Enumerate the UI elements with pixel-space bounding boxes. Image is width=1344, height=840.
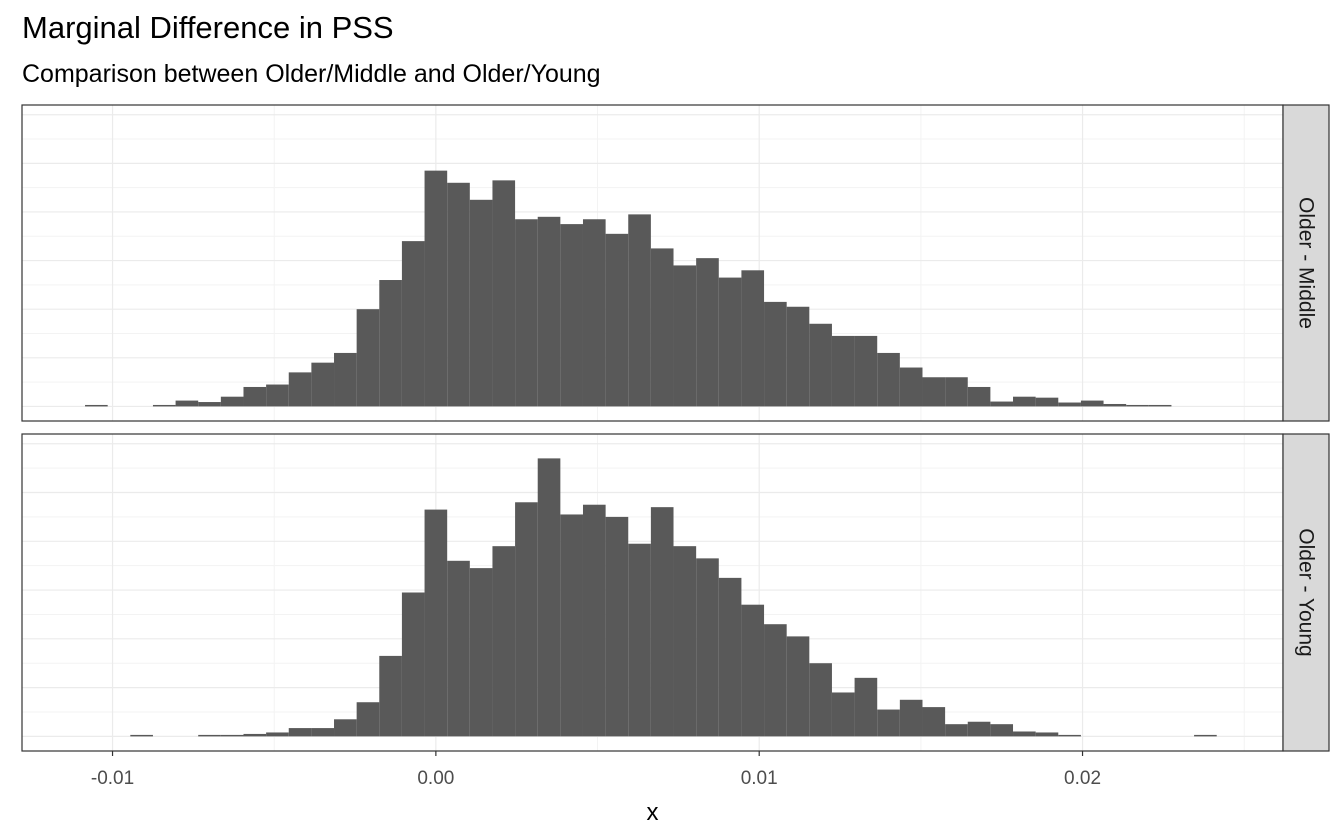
x-tick-label: -0.01 <box>91 768 134 789</box>
histogram-bar <box>334 352 357 407</box>
histogram-bar <box>379 280 402 407</box>
histogram-bar <box>356 702 380 737</box>
histogram-bar <box>967 386 991 407</box>
histogram-bar <box>401 592 425 737</box>
x-tick-label: 0.01 <box>741 768 778 789</box>
histogram-bar <box>152 404 176 407</box>
x-axis-title: x <box>647 799 659 826</box>
histogram-bar <box>605 233 629 407</box>
histogram-bar <box>582 219 606 407</box>
histogram-bar <box>447 560 470 737</box>
histogram-bar <box>243 733 267 737</box>
histogram-bar <box>764 624 787 737</box>
histogram-bar <box>379 655 402 737</box>
histogram-bar <box>334 719 357 737</box>
histogram-bar <box>560 224 583 407</box>
histogram-bar <box>1148 404 1172 407</box>
histogram-bar <box>175 400 199 407</box>
histogram-bar <box>628 543 651 737</box>
histogram-bar <box>764 301 787 407</box>
histogram-bar <box>1058 734 1081 737</box>
histogram-bar <box>854 335 878 407</box>
histogram-bar <box>515 502 538 737</box>
histogram-bar <box>1103 403 1127 407</box>
histogram-bar <box>356 309 380 407</box>
histogram-bar <box>1058 402 1081 407</box>
histogram-bar <box>447 182 470 407</box>
histogram-bar <box>85 404 108 407</box>
histogram-bar <box>1194 734 1217 737</box>
histogram-bar <box>1035 732 1059 737</box>
histogram-bar <box>266 384 289 407</box>
histogram-bar <box>945 724 968 737</box>
histogram-bar <box>1080 400 1104 407</box>
histogram-bar <box>990 724 1014 737</box>
histogram-bar <box>1013 396 1036 407</box>
histogram-bar <box>899 367 923 407</box>
histogram-bar <box>922 707 946 737</box>
histogram-bar <box>967 721 991 737</box>
histogram-bar <box>854 677 878 737</box>
facet-strip <box>1282 104 1330 422</box>
histogram-bar <box>831 335 855 407</box>
histogram-bar <box>696 258 719 407</box>
histogram-bar <box>922 377 946 407</box>
histogram-bar <box>537 458 561 737</box>
histogram-bar <box>877 352 900 407</box>
histogram-bar <box>492 546 516 737</box>
histogram-bar <box>424 170 448 407</box>
histogram-bar <box>198 402 221 407</box>
histogram-bar <box>560 514 583 737</box>
histogram-bar <box>288 728 312 737</box>
histogram-bar <box>469 199 493 407</box>
facet-strip <box>1282 433 1330 752</box>
histogram-bar <box>130 734 153 737</box>
histogram-bar <box>220 734 244 737</box>
histogram-bar <box>718 577 742 737</box>
facet-label: Older - Young <box>1295 528 1318 656</box>
histogram-bar <box>741 270 765 407</box>
chart-subtitle: Comparison between Older/Middle and Olde… <box>22 60 601 88</box>
histogram-bar <box>650 507 674 737</box>
histogram-bar <box>220 396 244 407</box>
histogram-bar <box>243 386 267 407</box>
histogram-bar <box>311 728 335 737</box>
histogram-bar <box>1035 397 1059 407</box>
histogram-bar <box>401 241 425 407</box>
histogram-bar <box>605 516 629 737</box>
facet-label: Older - Middle <box>1295 197 1318 329</box>
histogram-bar <box>469 568 493 737</box>
histogram-bar <box>990 401 1014 407</box>
x-tick-label: 0.00 <box>417 768 454 789</box>
histogram-bar <box>673 265 697 407</box>
histogram-bar <box>945 377 968 407</box>
histogram-bar <box>831 692 855 737</box>
histogram-bar <box>809 323 832 407</box>
histogram-bar <box>515 219 538 407</box>
histogram-bar <box>877 709 900 737</box>
x-tick-label: 0.02 <box>1064 768 1101 789</box>
histogram-bar <box>266 732 289 737</box>
histogram-bar <box>628 214 651 407</box>
histogram-bar <box>650 248 674 407</box>
histogram-bar <box>1013 731 1036 737</box>
histogram-bar <box>673 546 697 737</box>
histogram-bar <box>1126 404 1149 407</box>
histogram-bar <box>424 509 448 737</box>
histogram-bar <box>492 180 516 407</box>
chart-title: Marginal Difference in PSS <box>22 10 394 45</box>
histogram-bar <box>809 663 832 737</box>
histogram-bar <box>786 636 810 737</box>
histogram-bar <box>696 558 719 737</box>
histogram-bar <box>899 699 923 737</box>
histogram-bar <box>311 362 335 407</box>
histogram-bar <box>537 216 561 407</box>
histogram-bar <box>288 372 312 407</box>
histogram-bar <box>718 277 742 407</box>
histogram-bar <box>786 306 810 407</box>
histogram-bar <box>741 604 765 737</box>
histogram-bar <box>582 504 606 737</box>
histogram-bar <box>198 734 221 737</box>
